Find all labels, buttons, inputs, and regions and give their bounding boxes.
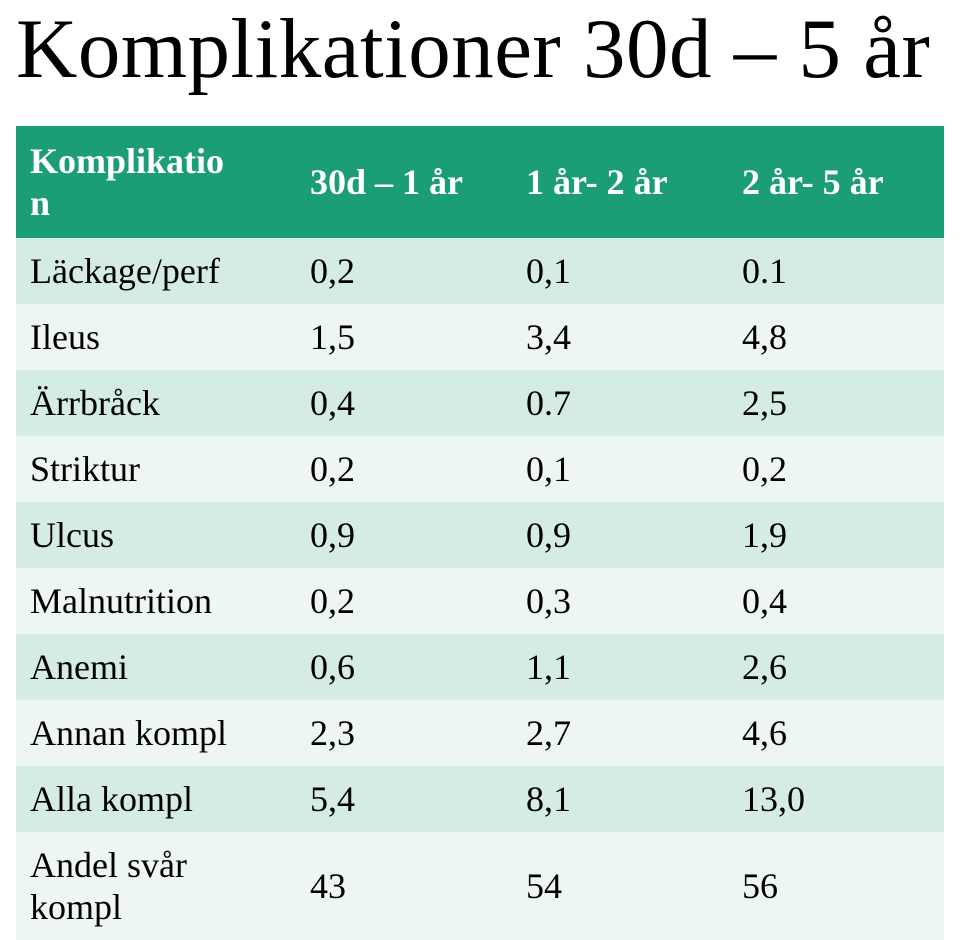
cell: 0,2 <box>728 436 944 502</box>
table-row: Läckage/perf 0,2 0,1 0.1 <box>16 238 944 304</box>
table-row: Ulcus 0,9 0,9 1,9 <box>16 502 944 568</box>
cell: 0,1 <box>512 238 728 304</box>
cell: 2,7 <box>512 700 728 766</box>
cell: 54 <box>512 832 728 940</box>
table-row: Anemi 0,6 1,1 2,6 <box>16 634 944 700</box>
table-row: Annan kompl 2,3 2,7 4,6 <box>16 700 944 766</box>
col-header-0-line1: Komplikation <box>30 141 224 223</box>
cell: 56 <box>728 832 944 940</box>
col-header-0: Komplikation <box>16 126 296 238</box>
cell: 0,2 <box>296 436 512 502</box>
row-label: Anemi <box>16 634 296 700</box>
cell: 43 <box>296 832 512 940</box>
cell: 13,0 <box>728 766 944 832</box>
row-label: Läckage/perf <box>16 238 296 304</box>
table-row: Alla kompl 5,4 8,1 13,0 <box>16 766 944 832</box>
row-label: Malnutrition <box>16 568 296 634</box>
col-header-3: 2 år- 5 år <box>728 126 944 238</box>
cell: 1,9 <box>728 502 944 568</box>
row-label: Andel svår kompl <box>16 832 296 940</box>
cell: 0,4 <box>296 370 512 436</box>
cell: 1,1 <box>512 634 728 700</box>
cell: 0,9 <box>296 502 512 568</box>
row-label: Ärrbråck <box>16 370 296 436</box>
table-row: Andel svår kompl 43 54 56 <box>16 832 944 940</box>
cell: 0,4 <box>728 568 944 634</box>
cell: 3,4 <box>512 304 728 370</box>
table-header-row: Komplikation 30d – 1 år 1 år- 2 år 2 år-… <box>16 126 944 238</box>
cell: 4,8 <box>728 304 944 370</box>
table-row: Ileus 1,5 3,4 4,8 <box>16 304 944 370</box>
cell: 2,5 <box>728 370 944 436</box>
cell: 2,3 <box>296 700 512 766</box>
cell: 0.7 <box>512 370 728 436</box>
cell: 0,2 <box>296 568 512 634</box>
row-label: Striktur <box>16 436 296 502</box>
cell: 0,2 <box>296 238 512 304</box>
table-row: Ärrbråck 0,4 0.7 2,5 <box>16 370 944 436</box>
complications-table: Komplikation 30d – 1 år 1 år- 2 år 2 år-… <box>16 126 944 940</box>
cell: 8,1 <box>512 766 728 832</box>
cell: 0.1 <box>728 238 944 304</box>
cell: 1,5 <box>296 304 512 370</box>
cell: 0,9 <box>512 502 728 568</box>
table-row: Malnutrition 0,2 0,3 0,4 <box>16 568 944 634</box>
cell: 5,4 <box>296 766 512 832</box>
col-header-1: 30d – 1 år <box>296 126 512 238</box>
cell: 2,6 <box>728 634 944 700</box>
row-label: Ileus <box>16 304 296 370</box>
cell: 4,6 <box>728 700 944 766</box>
table-row: Striktur 0,2 0,1 0,2 <box>16 436 944 502</box>
cell: 0,1 <box>512 436 728 502</box>
row-label: Annan kompl <box>16 700 296 766</box>
cell: 0,6 <box>296 634 512 700</box>
cell: 0,3 <box>512 568 728 634</box>
col-header-2: 1 år- 2 år <box>512 126 728 238</box>
page-title: Komplikationer 30d – 5 år <box>16 0 944 98</box>
row-label: Ulcus <box>16 502 296 568</box>
row-label: Alla kompl <box>16 766 296 832</box>
